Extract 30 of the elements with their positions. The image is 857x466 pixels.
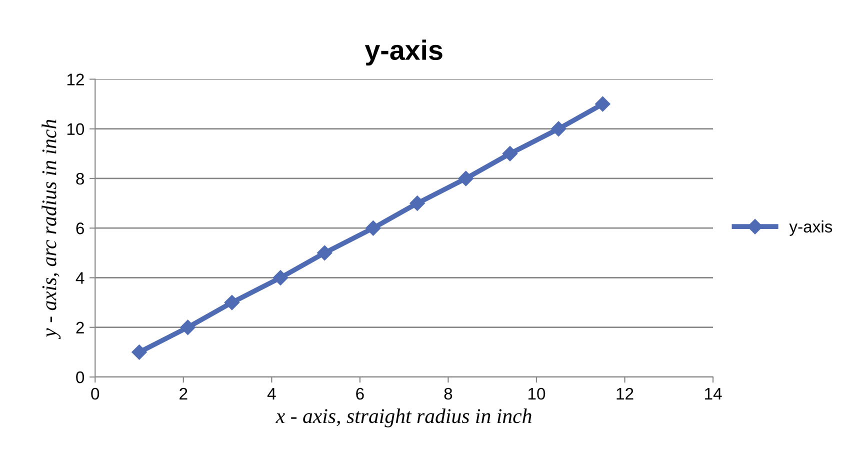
y-tick-label: 4 xyxy=(76,272,84,284)
legend-label: y-axis xyxy=(789,220,832,236)
x-tick-label: 4 xyxy=(267,388,276,400)
point xyxy=(595,96,610,112)
point xyxy=(458,170,474,186)
y-tick-label: 0 xyxy=(76,371,84,384)
y-tick-label: 12 xyxy=(67,74,84,86)
point xyxy=(317,245,332,260)
point xyxy=(366,220,381,236)
y-tick-label: 6 xyxy=(76,222,84,234)
x-tick-label: 12 xyxy=(616,388,634,400)
point xyxy=(180,320,196,335)
point xyxy=(410,196,425,211)
x-tick-label: 10 xyxy=(528,388,546,400)
y-tick-label: 10 xyxy=(67,123,84,136)
y-axis-title: y - axis, arc radius in inch xyxy=(42,120,61,340)
x-axis-title: x - axis, straight radius in inch xyxy=(276,408,532,428)
point xyxy=(224,294,240,310)
point xyxy=(550,121,566,136)
y-tick-label: 8 xyxy=(76,172,84,185)
x-tick-label: 0 xyxy=(91,388,100,400)
point xyxy=(132,344,147,360)
x-tick-label: 6 xyxy=(356,388,364,400)
point xyxy=(502,146,518,162)
x-tick-label: 2 xyxy=(180,388,188,400)
chart-title: y-axis xyxy=(364,40,442,66)
y-tick-label: 2 xyxy=(76,322,84,334)
x-tick-label: 8 xyxy=(444,388,452,400)
point xyxy=(272,270,288,286)
x-tick-label: 14 xyxy=(705,388,722,400)
